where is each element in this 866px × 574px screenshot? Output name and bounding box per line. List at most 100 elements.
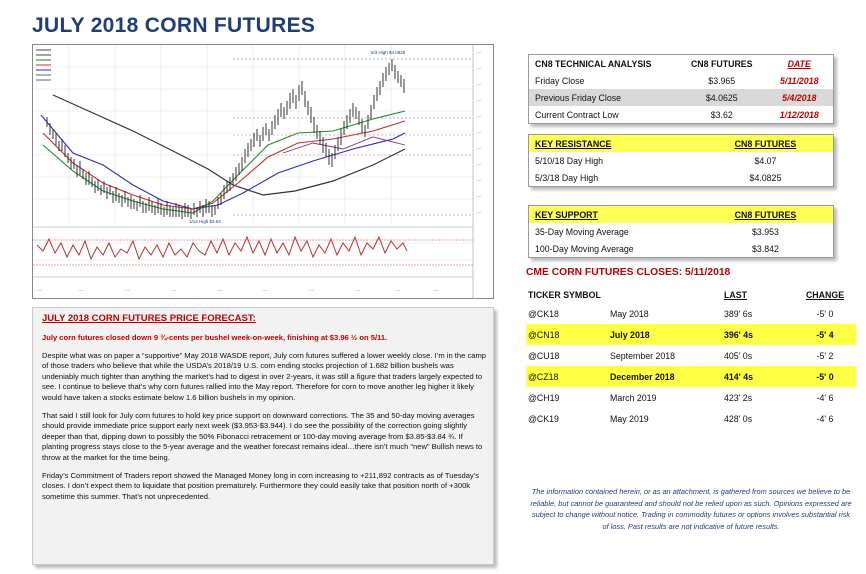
row-date: 5/4/2018 (782, 92, 817, 103)
table-row: 5/3/18 Day High $4.0825 (529, 169, 833, 186)
table-row: @CK18 May 2018 389' 6s -5' 0 (526, 303, 856, 324)
svg-text:----: ---- (263, 287, 269, 292)
row-value: $3.965 (708, 75, 736, 86)
last-cell: 389' 6s (724, 308, 753, 319)
month-cell: July 2018 (610, 329, 650, 340)
row-value: $3.953 (752, 226, 779, 237)
month-cell: March 2019 (610, 392, 657, 403)
page-title: JULY 2018 CORN FUTURES (32, 14, 316, 37)
svg-text:----: ---- (476, 161, 482, 166)
svg-text:----: ---- (476, 145, 482, 150)
peak-label: 5/3 High $4.0825 (371, 50, 406, 55)
header-cell: TICKER SYMBOL (528, 290, 601, 300)
header-cell: CN8 FUTURES (690, 58, 753, 69)
header-cell: CN8 TECHNICAL ANALYSIS (535, 58, 652, 69)
table-row: Previous Friday Close $4.0625 5/4/2018 (529, 89, 833, 106)
row-label: 35-Day Moving Average (535, 226, 629, 237)
ma-35 (42, 110, 406, 214)
month-cell: May 2019 (610, 413, 649, 424)
forecast-paragraph: Despite what was on paper a “supportive”… (42, 351, 487, 402)
table-row: @CN18 July 2018 396' 4s -5' 4 (526, 324, 856, 345)
row-label: Current Contract Low (535, 109, 619, 120)
table-row: @CH19 March 2019 423' 2s -4' 6 (526, 387, 856, 408)
forecast-paragraph: Friday’s Commitment of Traders report sh… (42, 471, 480, 501)
change-cell: -5' 4 (816, 329, 834, 340)
row-label: Previous Friday Close (535, 92, 622, 103)
chart-annotations: 5/3 High $4.0825 1/12 High $3.62 (189, 50, 406, 224)
table-header: KEY RESISTANCE CN8 FUTURES (529, 135, 833, 152)
svg-text:----: ---- (476, 129, 482, 134)
last-cell: 396' 4s (724, 329, 753, 340)
header-cell: CHANGE (805, 290, 845, 300)
svg-text:----: ---- (476, 209, 482, 214)
ticker-cell: @CN18 (528, 329, 560, 340)
header-cell: CN8 FUTURES (734, 138, 797, 149)
change-cell: -4' 6 (816, 413, 834, 424)
table-row: @CK19 May 2019 428' 0s -4' 6 (526, 408, 856, 429)
key-support-table: KEY SUPPORT CN8 FUTURES 35-Day Moving Av… (528, 205, 834, 258)
ticker-cell: @CU18 (528, 350, 560, 361)
forecast-heading: JULY 2018 CORN FUTURES PRICE FORECAST: (42, 313, 256, 324)
svg-text:----: ---- (125, 287, 131, 292)
row-date: 1/12/2018 (779, 109, 819, 120)
forecast-paragraph: That said I still look for July corn fut… (42, 411, 483, 462)
row-label: 5/3/18 Day High (535, 172, 599, 183)
svg-text:----: ---- (476, 193, 482, 198)
table-row: 35-Day Moving Average $3.953 (529, 223, 833, 240)
cme-closes-title: CME CORN FUTURES CLOSES: 5/11/2018 (526, 267, 731, 278)
technical-analysis-table: CN8 TECHNICAL ANALYSIS CN8 FUTURES DATE … (528, 54, 834, 124)
svg-text:----: ---- (476, 113, 482, 118)
ticker-cell: @CH19 (528, 392, 560, 403)
change-cell: -5' 0 (816, 308, 834, 319)
price-bars (46, 59, 405, 219)
price-chart: ---- ---- ---- ---- ---- ---- ---- ---- ---- -… (32, 44, 494, 299)
cme-closes-table: TICKER SYMBOL LAST CHANGE @CK18 May 2018… (526, 287, 856, 429)
month-cell: September 2018 (610, 350, 676, 361)
svg-text:----: ---- (171, 287, 177, 292)
change-cell: -5' 2 (816, 350, 834, 361)
ticker-cell: @CZ18 (528, 371, 559, 382)
svg-text:----: ---- (355, 287, 361, 292)
svg-text:----: ---- (37, 287, 43, 292)
svg-text:----: ---- (476, 177, 482, 182)
svg-text:----: ---- (476, 81, 482, 86)
row-date: 5/11/2018 (779, 75, 819, 86)
svg-text:----: ---- (476, 49, 482, 54)
svg-text:----: ---- (79, 287, 85, 292)
key-resistance-table: KEY RESISTANCE CN8 FUTURES 5/10/18 Day H… (528, 134, 834, 187)
last-cell: 423' 2s (724, 392, 753, 403)
low-label: 1/12 High $3.62 (189, 219, 221, 224)
svg-text:----: ---- (217, 287, 223, 292)
last-cell: 414' 4s (724, 371, 753, 382)
date-axis: ---- ---- ---- ---- ---- ---- ---- ---- ---- -… (37, 287, 439, 292)
svg-text:----: ---- (476, 97, 482, 102)
row-value: $4.07 (754, 155, 777, 166)
svg-text:----: ---- (309, 287, 315, 292)
month-cell: December 2018 (610, 371, 675, 382)
disclaimer: The information contained herein, or as … (530, 487, 852, 531)
header-cell: DATE (787, 58, 811, 69)
table-header: TICKER SYMBOL LAST CHANGE (526, 287, 856, 303)
table-header: CN8 TECHNICAL ANALYSIS CN8 FUTURES DATE (529, 55, 833, 72)
ticker-cell: @CK18 (528, 308, 559, 319)
chart-grid (33, 45, 473, 223)
row-value: $4.0825 (749, 172, 782, 183)
price-axis: ---- ---- ---- ---- ---- ---- ---- ---- ---- -… (476, 49, 482, 214)
table-row: 5/10/18 Day High $4.07 (529, 152, 833, 169)
oscillator-line (36, 235, 408, 261)
svg-text:----: ---- (433, 287, 439, 292)
row-value: $3.842 (752, 243, 779, 254)
month-cell: May 2018 (610, 308, 649, 319)
table-row: Current Contract Low $3.62 1/12/2018 (529, 106, 833, 123)
chart-legend (36, 49, 51, 81)
table-row: Friday Close $3.965 5/11/2018 (529, 72, 833, 89)
last-cell: 428' 0s (724, 413, 753, 424)
header-cell: CN8 FUTURES (734, 209, 797, 220)
price-forecast-panel: JULY 2018 CORN FUTURES PRICE FORECAST: J… (32, 307, 494, 565)
header-cell: KEY RESISTANCE (535, 138, 612, 149)
row-label: 100-Day Moving Average (535, 243, 634, 254)
ma-short (282, 136, 406, 154)
ma-50 (42, 120, 406, 210)
svg-text:----: ---- (476, 65, 482, 70)
table-row: @CZ18 December 2018 414' 4s -5' 0 (526, 366, 856, 387)
